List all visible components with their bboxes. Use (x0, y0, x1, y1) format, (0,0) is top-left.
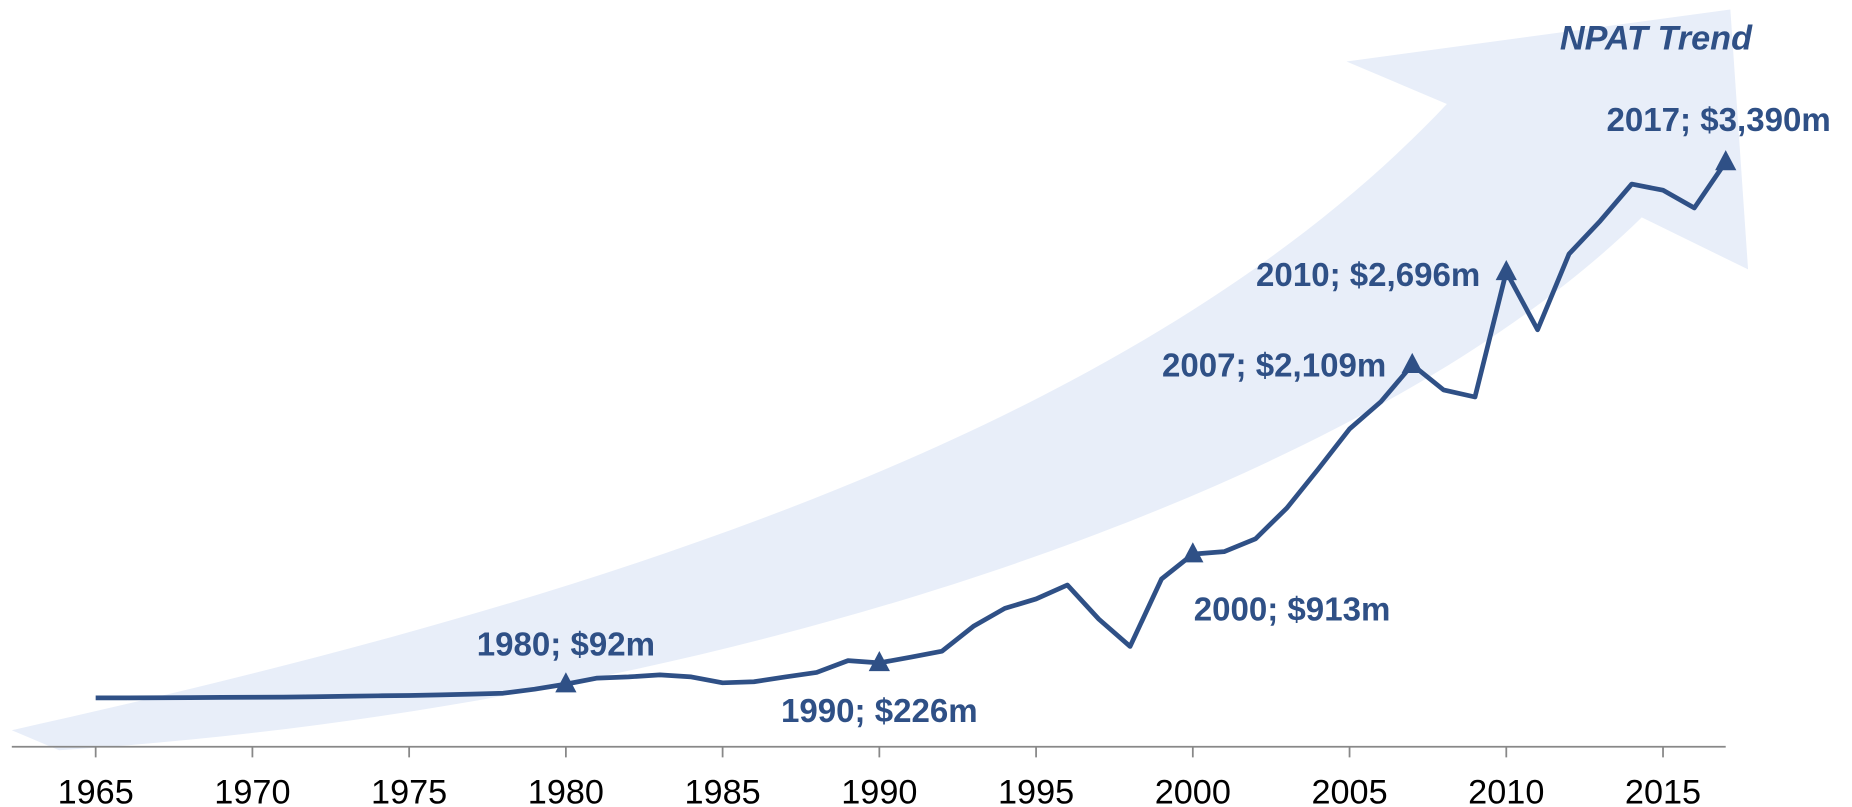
point-marker (555, 672, 577, 693)
x-tick-label: 1990 (841, 773, 917, 807)
x-tick-label: 2000 (1155, 773, 1231, 807)
point-marker (1182, 542, 1204, 563)
point-marker (1715, 150, 1737, 171)
x-tick-label: 1970 (214, 773, 290, 807)
annotation: 2017; $3,390m (1607, 102, 1831, 139)
x-tick-label: 2005 (1311, 773, 1387, 807)
annotation: 1980; $92m (477, 627, 655, 664)
x-tick-label: 1995 (998, 773, 1074, 807)
x-tick-label: 2015 (1625, 773, 1701, 807)
point-marker (1495, 259, 1517, 281)
x-tick-label: 1965 (58, 773, 134, 807)
annotation: 2000; $913m (1194, 591, 1391, 628)
annotation: 2010; $2,696m (1256, 257, 1480, 294)
point-marker (868, 651, 890, 672)
annotation: 2007; $2,109m (1162, 348, 1386, 385)
x-tick-label: 1985 (685, 773, 761, 807)
trend-arrow (11, 9, 1749, 751)
chart-title: NPAT Trend (1560, 20, 1753, 58)
point-marker (1401, 352, 1423, 374)
annotation: 1990; $226m (781, 693, 978, 730)
x-tick-label: 1980 (528, 773, 604, 807)
x-tick-label: 2010 (1468, 773, 1544, 807)
x-tick-label: 1975 (371, 773, 447, 807)
line-series (95, 160, 1728, 701)
